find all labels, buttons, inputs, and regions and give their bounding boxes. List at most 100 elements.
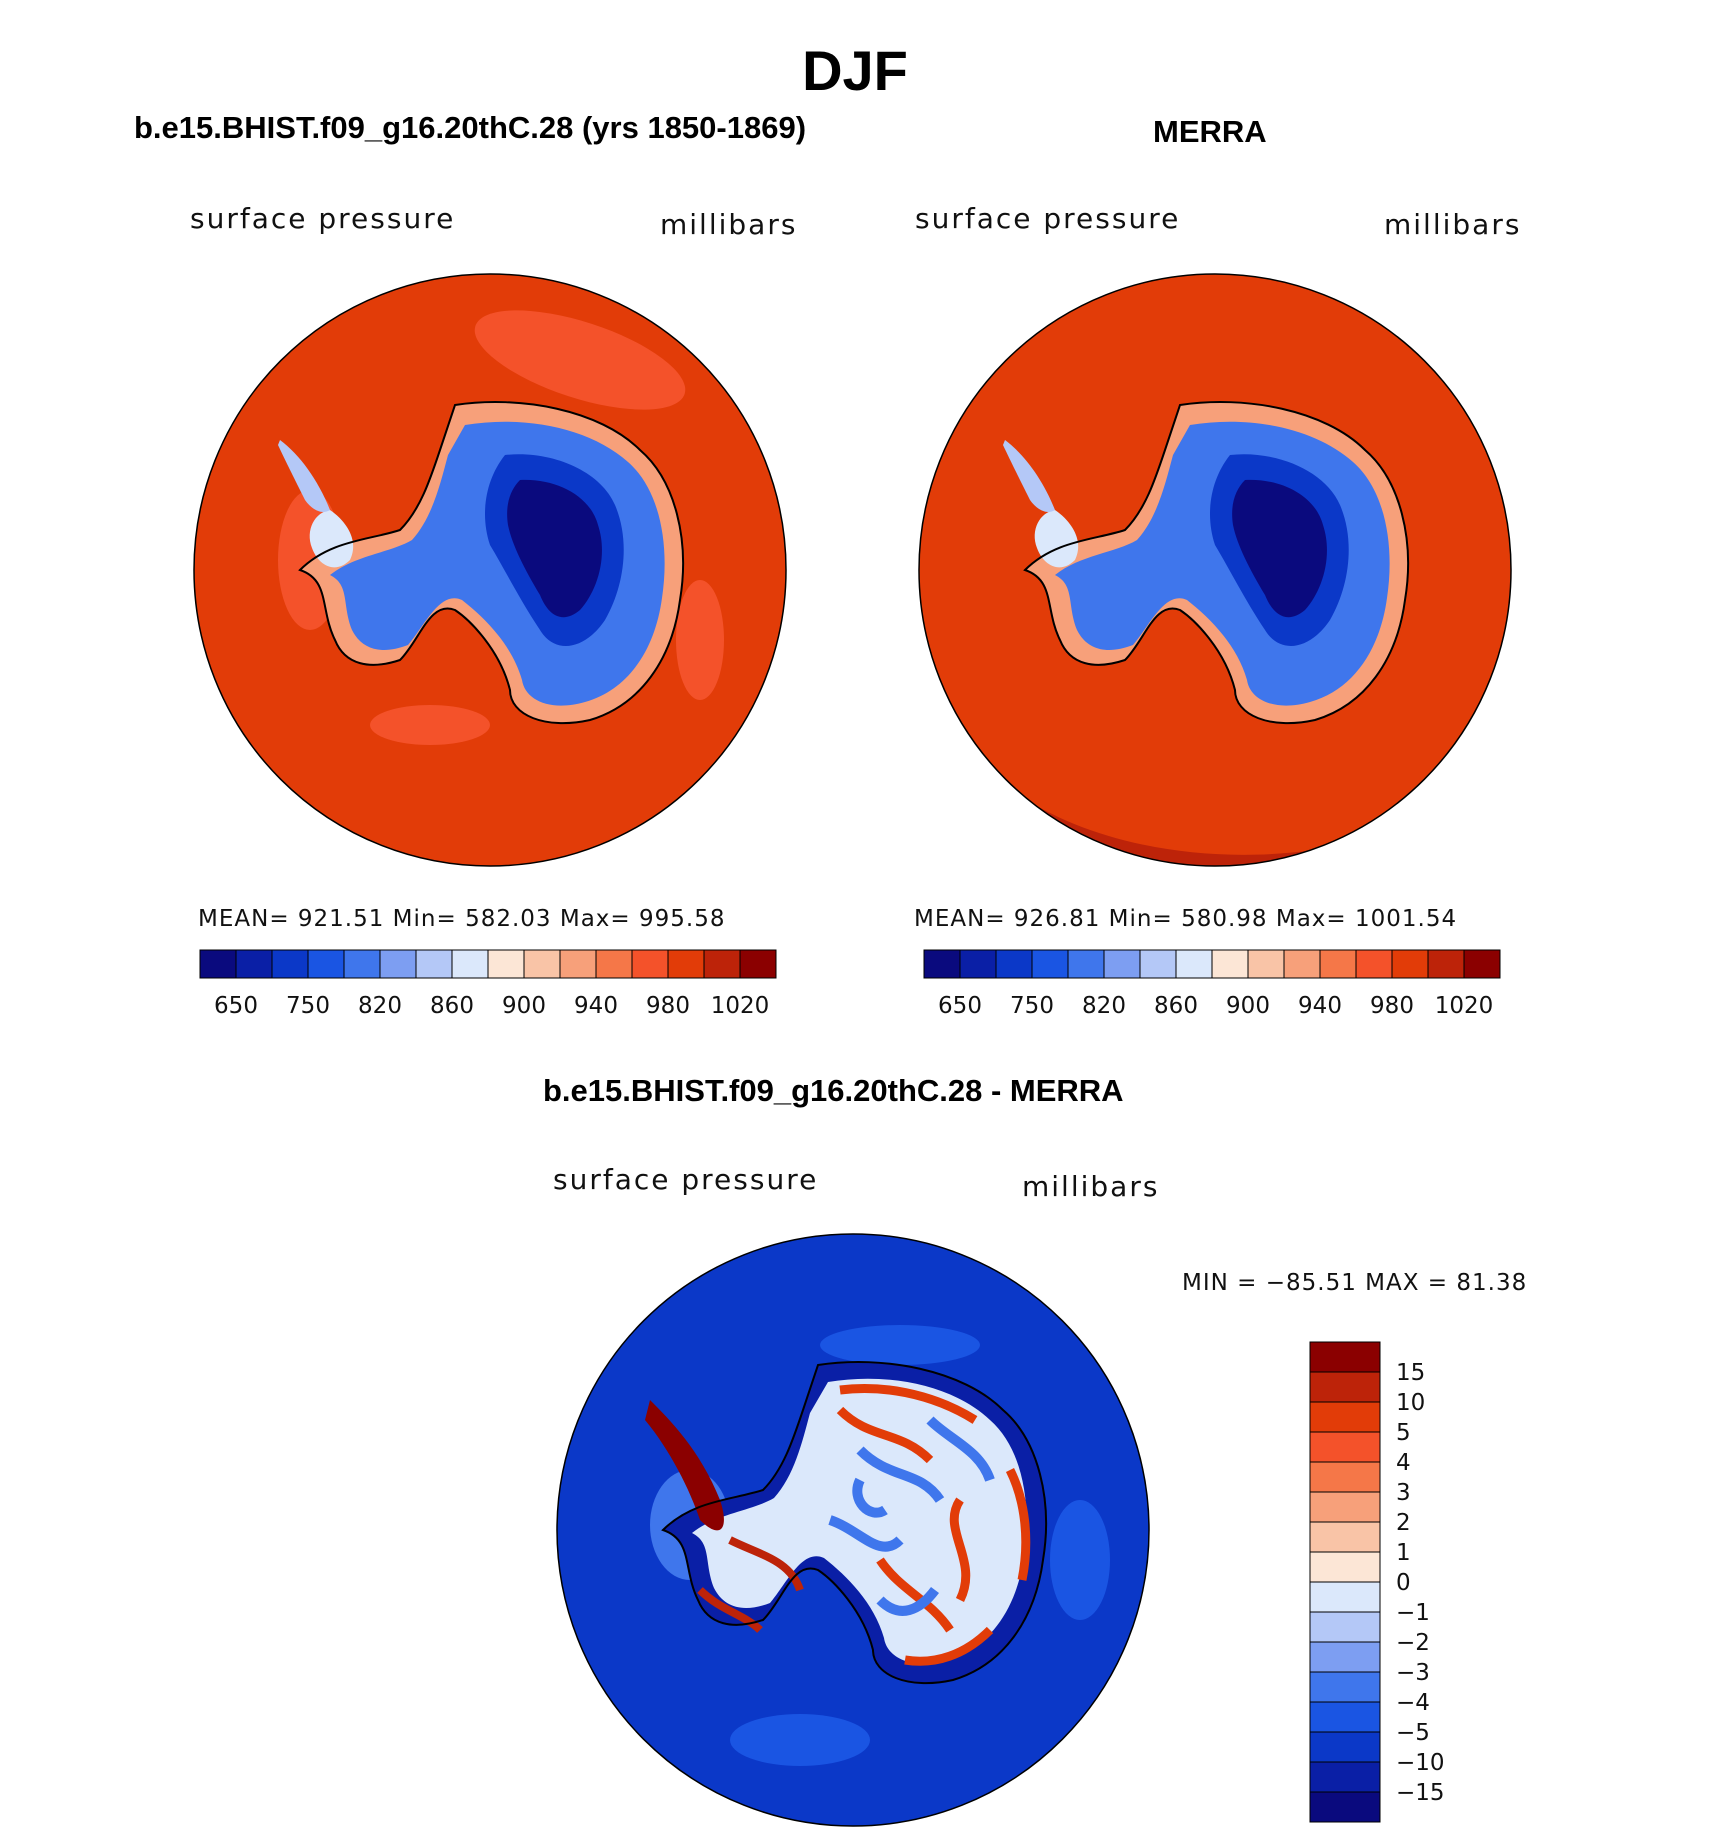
diff-stats: MIN = −85.51 MAX = 81.38 — [1182, 1270, 1528, 1296]
model-colorbar-swatch — [379, 949, 417, 979]
diff-colorbar-swatch — [1309, 1671, 1381, 1703]
obs-colorbar-swatch — [1103, 949, 1141, 979]
diff-colorbar-label: −3 — [1396, 1660, 1430, 1686]
obs-antarctica — [1003, 401, 1409, 725]
model-colorbar-label: 860 — [430, 993, 474, 1019]
diff-colorbar-swatch — [1309, 1761, 1381, 1793]
diff-colorbar-label: −2 — [1396, 1630, 1430, 1656]
diff-colorbar-swatch — [1309, 1581, 1381, 1613]
model-plateau-inner — [507, 479, 602, 618]
diff-colorbar-label: −4 — [1396, 1690, 1430, 1716]
obs-units-label: millibars — [1384, 208, 1522, 241]
obs-colorbar-swatch — [959, 949, 997, 979]
obs-colorbar-swatch — [1175, 949, 1213, 979]
model-polar-map — [193, 273, 787, 867]
model-colorbar-label: 940 — [574, 993, 618, 1019]
model-high-pressure-band — [474, 310, 686, 410]
obs-peninsula — [1003, 440, 1055, 512]
model-colorbar-label: 900 — [502, 993, 546, 1019]
model-colorbar-swatch — [415, 949, 453, 979]
model-colorbar-label: 820 — [358, 993, 402, 1019]
model-colorbar-swatch — [451, 949, 489, 979]
obs-stats: MEAN= 926.81 Min= 580.98 Max= 1001.54 — [914, 906, 1458, 932]
obs-colorbar-swatch — [1355, 949, 1393, 979]
diff-west-coast-anomalies — [697, 1536, 804, 1633]
obs-peninsula-base — [1034, 510, 1079, 568]
diff-colorbar-swatch — [1309, 1731, 1381, 1763]
obs-colorbar-swatch — [923, 949, 961, 979]
obs-colorbar-label: 650 — [938, 993, 982, 1019]
diff-colorbar-swatch — [1309, 1701, 1381, 1733]
diff-colorbar-swatch — [1309, 1461, 1381, 1493]
diff-colorbar-swatch — [1309, 1551, 1381, 1583]
diff-colorbar-label: 5 — [1396, 1420, 1411, 1446]
obs-panel-title: MERRA — [1153, 114, 1267, 149]
obs-colorbar-label: 860 — [1154, 993, 1198, 1019]
obs-colorbar-swatch — [1247, 949, 1285, 979]
obs-colorbar-label: 900 — [1226, 993, 1270, 1019]
diff-colorbar-swatch — [1309, 1371, 1381, 1403]
model-peninsula-base — [309, 510, 354, 568]
obs-colorbar-label: 1020 — [1435, 993, 1494, 1019]
diff-interior — [692, 1378, 1027, 1664]
obs-variable-label: surface pressure — [915, 202, 1181, 235]
model-colorbar-swatch — [487, 949, 525, 979]
obs-colorbar-swatch — [1139, 949, 1177, 979]
model-colorbar-label: 750 — [286, 993, 330, 1019]
diff-variable-label: surface pressure — [553, 1163, 819, 1196]
diff-colorbar-label: −15 — [1396, 1780, 1445, 1806]
obs-colorbar-swatch — [1319, 949, 1357, 979]
model-colorbar-swatch — [199, 949, 237, 979]
diff-colorbar-swatch — [1309, 1791, 1381, 1823]
obs-colorbar: 650 750 820 860 900 940 980 1020 — [923, 949, 1501, 1019]
diff-colorbar-label: 3 — [1396, 1480, 1411, 1506]
model-peninsula — [278, 440, 330, 512]
obs-colorbar-swatch — [1211, 949, 1249, 979]
model-panel-title: b.e15.BHIST.f09_g16.20thC.28 (yrs 1850-1… — [134, 110, 807, 145]
obs-colorbar-swatch — [1031, 949, 1069, 979]
obs-colorbar-swatch — [1283, 949, 1321, 979]
obs-colorbar-swatch — [995, 949, 1033, 979]
diff-colorbar-swatch — [1309, 1431, 1381, 1463]
model-colorbar-swatch — [523, 949, 561, 979]
diff-units-label: millibars — [1022, 1170, 1160, 1203]
model-colorbar-swatch — [343, 949, 381, 979]
diff-ocean-anomaly-east — [1050, 1500, 1110, 1620]
model-colorbar-label: 650 — [214, 993, 258, 1019]
diff-positive-anomalies — [836, 1384, 1031, 1666]
model-colorbar-swatch — [307, 949, 345, 979]
obs-coastline — [1023, 401, 1409, 725]
obs-colorbar-label: 750 — [1010, 993, 1054, 1019]
diff-colorbar-label: −5 — [1396, 1720, 1430, 1746]
diff-colorbar-swatch — [1309, 1521, 1381, 1553]
model-colorbar-swatch — [631, 949, 669, 979]
model-units-label: millibars — [660, 208, 798, 241]
diff-colorbar-label: 4 — [1396, 1450, 1411, 1476]
model-colorbar-swatch — [235, 949, 273, 979]
diff-colorbar-swatch — [1309, 1611, 1381, 1643]
model-colorbar-swatch — [559, 949, 597, 979]
obs-colorbar-swatch — [1067, 949, 1105, 979]
model-colorbar-label: 1020 — [711, 993, 770, 1019]
diff-colorbar-label: 1 — [1396, 1540, 1411, 1566]
obs-colorbar-swatch — [1463, 949, 1501, 979]
model-antarctica — [278, 401, 684, 725]
diff-colorbar-label: 0 — [1396, 1570, 1411, 1596]
model-colorbar-swatch — [271, 949, 309, 979]
model-high-pressure-cell-east — [676, 580, 724, 700]
diff-panel-title: b.e15.BHIST.f09_g16.20thC.28 - MERRA — [543, 1073, 1124, 1108]
diff-map-border — [556, 1233, 1150, 1827]
diff-colorbar-label: −10 — [1396, 1750, 1445, 1776]
model-high-pressure-cell-south — [370, 705, 490, 745]
diff-colorbar-label: 10 — [1396, 1390, 1425, 1416]
diff-peninsula-anomaly — [645, 1400, 724, 1531]
model-colorbar-swatch — [595, 949, 633, 979]
model-map-border — [193, 273, 787, 867]
diff-colorbar-label: −1 — [1396, 1600, 1430, 1626]
diff-antarctica — [645, 1361, 1047, 1685]
figure-title: DJF — [802, 39, 908, 102]
obs-plateau-inner — [1232, 479, 1327, 618]
diff-colorbar-swatch — [1309, 1401, 1381, 1433]
diff-colorbar-swatch — [1309, 1491, 1381, 1523]
